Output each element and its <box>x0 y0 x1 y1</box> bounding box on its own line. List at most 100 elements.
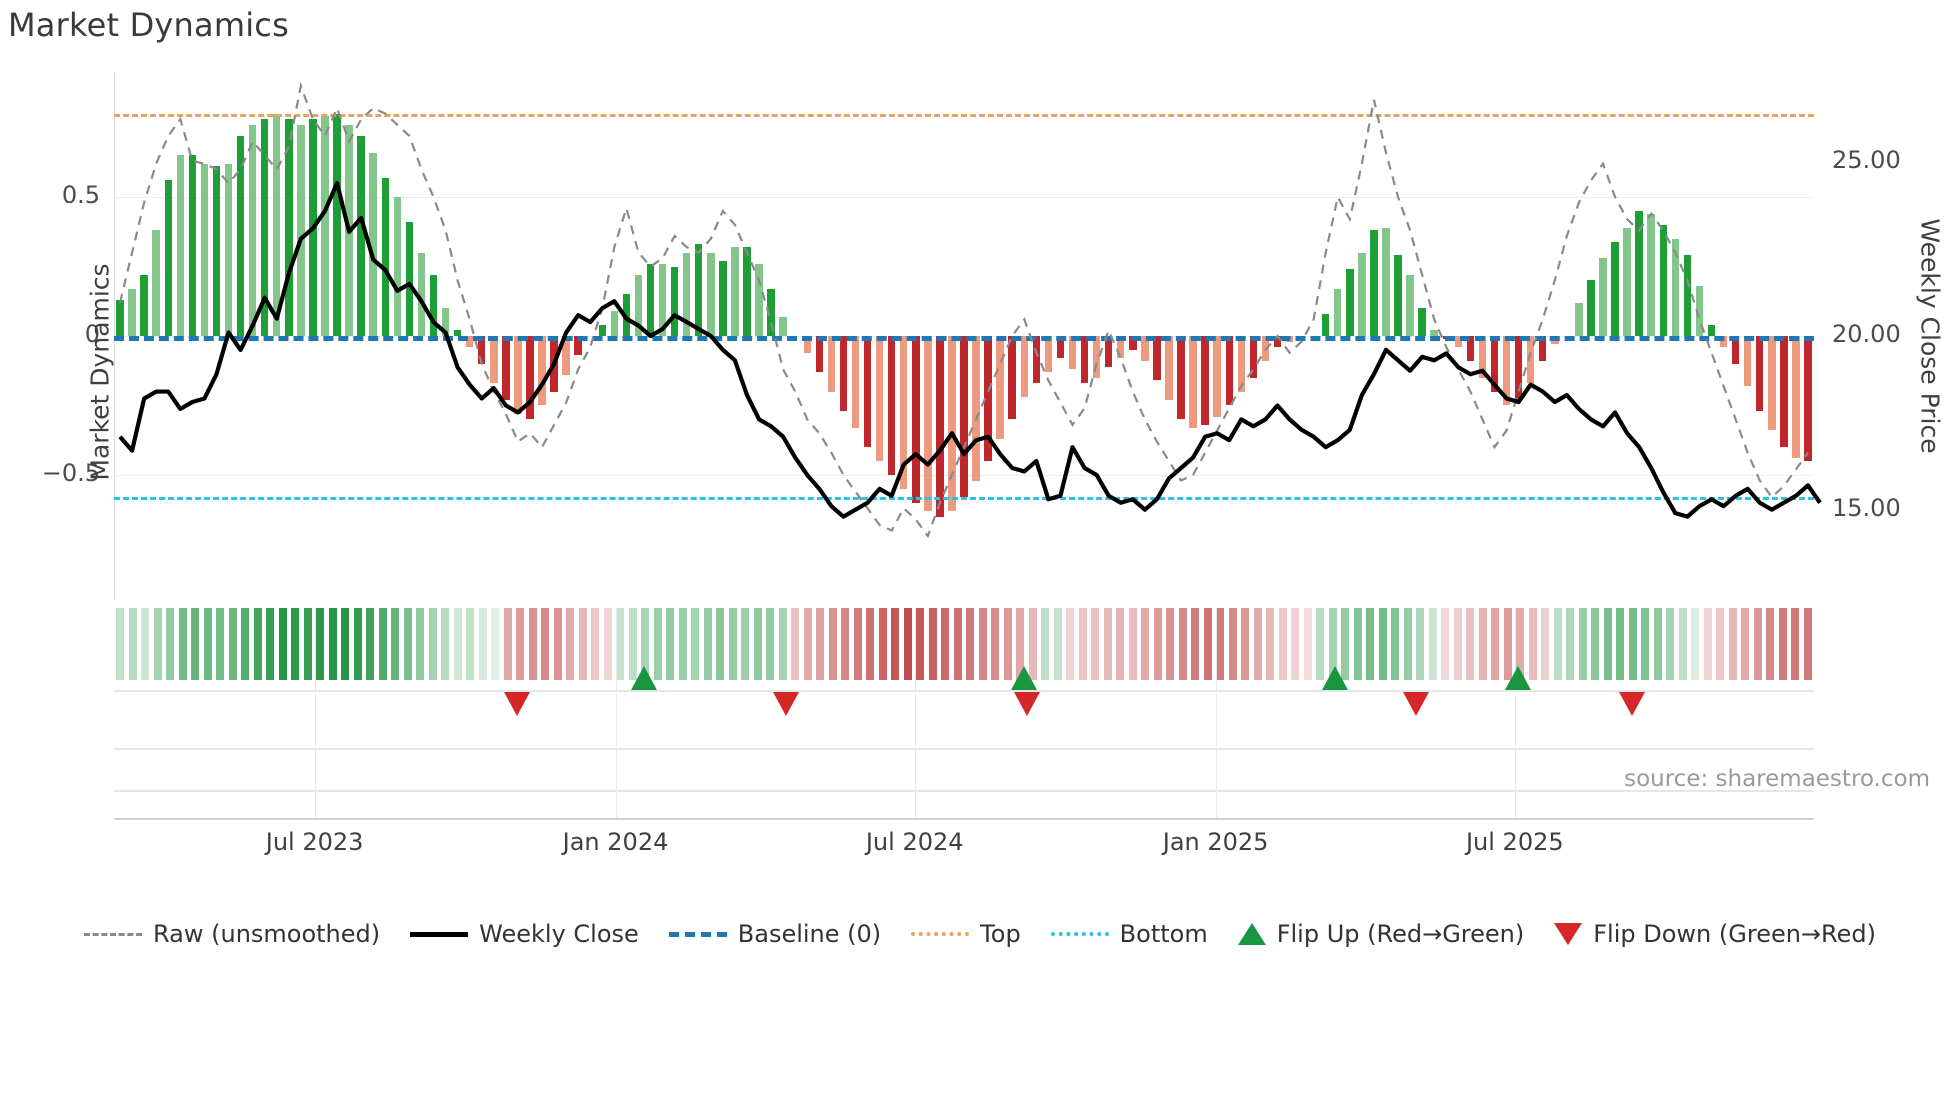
flip-up-marker <box>1321 666 1348 690</box>
legend-item[interactable]: Raw (unsmoothed) <box>84 920 380 948</box>
bar <box>1792 336 1800 459</box>
bar <box>164 180 172 336</box>
heatmap-cell <box>1666 608 1675 680</box>
dashed-blue-line-icon <box>668 931 727 937</box>
x-gridline <box>1215 608 1217 820</box>
bar <box>1008 336 1016 420</box>
bar <box>839 336 848 412</box>
heatmap-cell <box>678 608 687 680</box>
bar <box>1514 336 1523 400</box>
bar <box>1394 255 1402 336</box>
heatmap-cell <box>841 608 850 680</box>
bar <box>1080 336 1089 384</box>
heatmap-cell <box>403 608 412 680</box>
heatmap-cell <box>591 608 600 680</box>
flip-up-marker <box>631 666 658 690</box>
bar <box>996 336 1004 439</box>
heatmap-cell <box>1366 608 1375 680</box>
green-up-triangle-icon <box>1237 923 1266 945</box>
bar <box>1044 336 1053 373</box>
bar <box>598 324 607 336</box>
bar <box>1141 336 1149 361</box>
bar <box>1213 336 1221 417</box>
flip-row-rule <box>114 690 1814 692</box>
bar <box>803 336 811 353</box>
bar <box>1382 227 1390 336</box>
heatmap-cell <box>753 608 762 680</box>
bar <box>984 336 992 462</box>
heatmap-cell <box>216 608 225 680</box>
heatmap-cell <box>441 608 450 680</box>
bar <box>188 155 197 336</box>
bar <box>1599 258 1607 336</box>
heatmap-cell <box>241 608 250 680</box>
bar <box>1611 241 1619 336</box>
bar <box>875 336 884 462</box>
heatmap-cell <box>1516 608 1525 680</box>
legend-item[interactable]: Flip Up (Red→Green) <box>1237 920 1524 948</box>
heatmap-cell <box>1528 608 1537 680</box>
heatmap-cell <box>1241 608 1250 680</box>
heatmap-cell <box>1028 608 1037 680</box>
heatmap-cell <box>1091 608 1100 680</box>
bar <box>1731 336 1740 364</box>
bar <box>1177 336 1185 420</box>
bar <box>851 336 860 428</box>
bar <box>767 288 775 336</box>
heatmap-cell <box>1328 608 1337 680</box>
y-tick-label: 0 <box>84 320 100 348</box>
heatmap-cell <box>616 608 625 680</box>
bar <box>297 124 305 336</box>
heatmap-cell <box>553 608 562 680</box>
legend-item[interactable]: Weekly Close <box>410 920 639 948</box>
legend-item[interactable]: Bottom <box>1050 920 1208 948</box>
heatmap-cell <box>1603 608 1612 680</box>
bar <box>972 336 980 481</box>
heatmap-cell <box>1491 608 1500 680</box>
bar <box>1334 288 1342 336</box>
heatmap-cell <box>1128 608 1137 680</box>
heatmap-cell <box>1266 608 1275 680</box>
heatmap-cell <box>666 608 675 680</box>
bar <box>1502 336 1511 406</box>
right-axis-title: Weekly Close Price <box>1915 218 1945 454</box>
heatmap-cell <box>541 608 550 680</box>
heatmap-cell <box>116 608 125 680</box>
bar <box>1587 280 1595 336</box>
legend-item[interactable]: Flip Down (Green→Red) <box>1554 920 1876 948</box>
bar <box>1575 302 1583 336</box>
bar <box>755 263 763 336</box>
legend-item[interactable]: Top <box>911 920 1021 948</box>
heatmap-cell <box>866 608 875 680</box>
heatmap-cell <box>353 608 362 680</box>
bar <box>381 177 389 336</box>
raw-unsmoothed-line <box>118 81 1809 539</box>
bar <box>1490 336 1499 392</box>
heatmap-cell <box>1416 608 1425 680</box>
y-tick-label: 0.5 <box>61 181 100 210</box>
heatmap-cell <box>1566 608 1575 680</box>
y2-tick-label: 25.00 <box>1832 146 1901 175</box>
heatmap-cell <box>1691 608 1700 680</box>
heatmap-cell <box>453 608 462 680</box>
heatmap-cell <box>478 608 487 680</box>
legend-item[interactable]: Baseline (0) <box>668 920 881 948</box>
bar <box>960 336 968 498</box>
bar <box>1478 336 1487 378</box>
bar <box>1635 210 1643 336</box>
heatmap-cell <box>1178 608 1187 680</box>
bar <box>707 252 715 336</box>
heatmap-cell <box>528 608 537 680</box>
left-axis-title: Market Dynamics <box>85 263 115 481</box>
heatmap-cell <box>1116 608 1125 680</box>
heatmap-cell <box>1153 608 1162 680</box>
bar <box>1092 336 1101 378</box>
heatmap-cell <box>366 608 375 680</box>
heatmap-cell <box>903 608 912 680</box>
bar <box>273 113 281 336</box>
heatmap-cell <box>778 608 787 680</box>
regime-heatmap-strip <box>114 608 1814 680</box>
heatmap-cell <box>278 608 287 680</box>
bar <box>1201 336 1209 425</box>
heatmap-cell <box>178 608 187 680</box>
